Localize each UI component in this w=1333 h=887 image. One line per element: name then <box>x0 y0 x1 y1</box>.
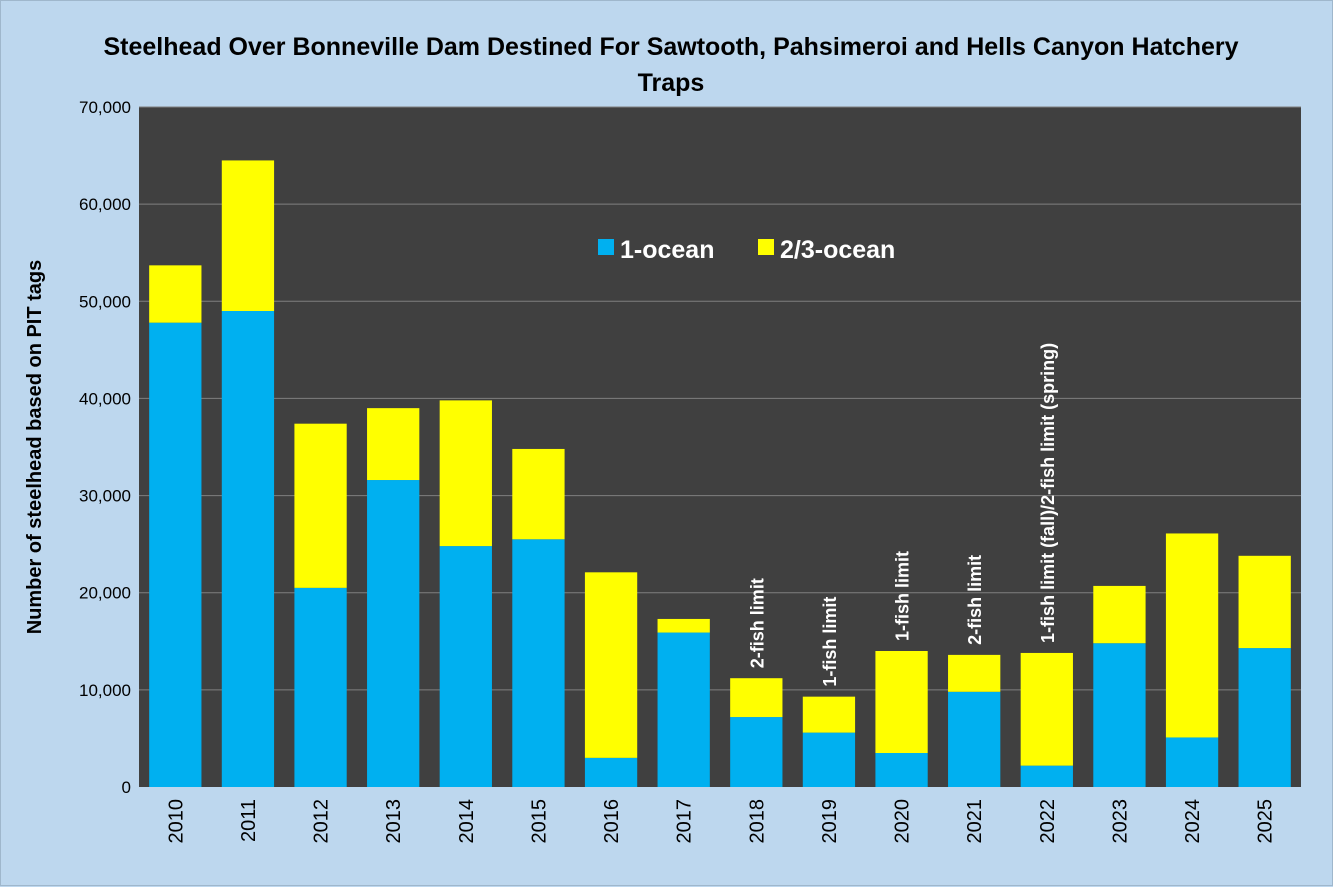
bar-2/3-ocean-2025 <box>1238 555 1291 649</box>
bar-2/3-ocean-2012 <box>294 423 347 588</box>
y-tick-label: 60,000 <box>79 195 131 214</box>
x-tick-label: 2025 <box>1255 799 1277 844</box>
x-tick-label: 2012 <box>311 799 333 844</box>
chart-title: Steelhead Over Bonneville Dam Destined F… <box>103 33 1239 97</box>
bar-2/3-ocean-2011 <box>221 160 275 311</box>
bar-2/3-ocean-2010 <box>149 265 202 323</box>
bar-1-ocean-2010 <box>149 322 202 787</box>
bar-2/3-ocean-2015 <box>512 448 565 540</box>
y-tick-label: 20,000 <box>79 584 131 603</box>
annotation-label: 1-fish limit <box>820 597 840 687</box>
x-tick-label: 2016 <box>601 799 623 844</box>
x-tick-label: 2018 <box>746 799 768 844</box>
x-tick-label: 2013 <box>383 799 405 844</box>
legend-swatch-1-ocean <box>598 239 614 255</box>
bar-1-ocean-2016 <box>584 757 638 787</box>
annotation-label: 2-fish limit <box>965 555 985 645</box>
bar-1-ocean-2020 <box>875 753 928 787</box>
bar-2/3-ocean-2024 <box>1165 533 1219 738</box>
bar-1-ocean-2013 <box>367 480 420 787</box>
x-tick-label: 2022 <box>1037 799 1059 844</box>
bar-1-ocean-2022 <box>1020 765 1073 787</box>
bar-2/3-ocean-2013 <box>367 408 420 481</box>
y-tick-label: 10,000 <box>79 681 131 700</box>
bar-2/3-ocean-2021 <box>948 654 1001 692</box>
bar-2/3-ocean-2019 <box>802 696 856 733</box>
bar-2/3-ocean-2017 <box>657 618 710 633</box>
y-tick-label: 50,000 <box>79 292 131 311</box>
bar-1-ocean-2015 <box>512 539 565 787</box>
bar-1-ocean-2023 <box>1093 643 1146 787</box>
y-tick-label: 30,000 <box>79 487 131 506</box>
legend-swatch-2/3-ocean <box>758 239 774 255</box>
x-tick-label: 2021 <box>964 799 986 844</box>
bar-1-ocean-2021 <box>948 691 1001 787</box>
bar-2/3-ocean-2020 <box>875 651 928 753</box>
bar-2/3-ocean-2014 <box>439 400 492 547</box>
y-tick-label: 0 <box>122 778 131 797</box>
bar-1-ocean-2014 <box>439 546 492 787</box>
legend-label-1-ocean: 1-ocean <box>620 236 714 264</box>
x-tick-label: 2014 <box>456 799 478 844</box>
annotation-label: 1-fish limit <box>893 551 913 641</box>
bar-1-ocean-2019 <box>802 732 856 787</box>
x-tick-label: 2011 <box>238 799 260 842</box>
x-tick-label: 2020 <box>892 799 914 844</box>
bar-2/3-ocean-2022 <box>1020 652 1073 766</box>
bar-2/3-ocean-2023 <box>1093 585 1146 644</box>
bar-1-ocean-2024 <box>1165 737 1219 787</box>
x-tick-label: 2015 <box>528 799 550 844</box>
y-axis-label: Number of steelhead based on PIT tags <box>24 260 46 635</box>
bar-1-ocean-2012 <box>294 587 347 787</box>
annotation-label: 1-fish limit (fall)/2-fish limit (spring… <box>1038 343 1058 643</box>
bar-2/3-ocean-2018 <box>730 678 783 718</box>
y-tick-label: 40,000 <box>79 389 131 408</box>
y-tick-label: 70,000 <box>79 98 131 117</box>
x-tick-label: 2019 <box>819 799 841 844</box>
bar-2/3-ocean-2016 <box>584 572 638 758</box>
bar-1-ocean-2025 <box>1238 648 1291 787</box>
bar-1-ocean-2017 <box>657 632 710 787</box>
legend-label-2/3-ocean: 2/3-ocean <box>780 236 895 264</box>
x-tick-label: 2023 <box>1109 799 1131 844</box>
x-tick-label: 2017 <box>674 799 696 844</box>
bar-1-ocean-2011 <box>221 311 275 787</box>
bar-1-ocean-2018 <box>730 717 783 787</box>
x-tick-label: 2010 <box>165 799 187 844</box>
x-tick-label: 2024 <box>1182 799 1204 844</box>
annotation-label: 2-fish limit <box>747 578 767 668</box>
